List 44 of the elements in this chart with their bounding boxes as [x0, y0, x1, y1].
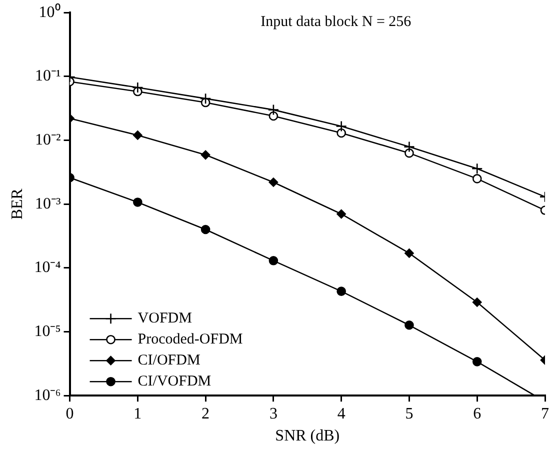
point [132, 82, 144, 94]
point [404, 320, 414, 330]
point [404, 248, 414, 258]
legend-label: VOFDM [138, 310, 192, 327]
y-tick-label: 10⁻² [34, 131, 61, 148]
point [336, 120, 347, 132]
y-tick-label: 10⁻⁴ [34, 259, 62, 276]
x-tick-label: 3 [269, 405, 278, 422]
x-tick-label: 2 [202, 405, 210, 422]
point [336, 286, 346, 296]
point [404, 141, 415, 152]
legend-label: CI/VOFDM [138, 374, 212, 390]
y-tick-label: 10⁰ [38, 2, 61, 21]
x-tick-label: 5 [405, 405, 414, 422]
point [133, 198, 142, 207]
point [336, 128, 346, 138]
point [471, 162, 483, 174]
y-axis-title: BER [8, 188, 26, 220]
point [133, 130, 142, 140]
x-tick-label: 6 [473, 405, 482, 422]
point [472, 357, 482, 366]
y-tick-label: 10⁻¹ [34, 68, 61, 85]
legend-label: CI/OFDM [138, 352, 200, 369]
y-tick-label: 10⁻³ [34, 195, 61, 212]
point [336, 209, 346, 219]
x-tick-label: 0 [66, 405, 74, 422]
point [268, 178, 278, 187]
point [268, 104, 280, 116]
point [200, 92, 212, 104]
y-tick-label: 10⁻⁶ [34, 386, 61, 404]
annotation: Input data block N = 256 [260, 14, 412, 30]
point [472, 298, 482, 307]
x-tick-label: 4 [337, 405, 346, 422]
point [404, 148, 414, 158]
x-axis-title: SNR (dB) [275, 428, 340, 445]
y-tick-label: 10⁻⁵ [34, 322, 61, 340]
point [268, 111, 278, 121]
point [200, 150, 210, 160]
point [268, 256, 278, 266]
point [200, 224, 210, 234]
x-tick-label: 1 [134, 405, 142, 422]
legend-label: Procoded-OFDM [138, 332, 243, 348]
x-tick-label: 7 [541, 405, 549, 422]
point [472, 174, 482, 184]
